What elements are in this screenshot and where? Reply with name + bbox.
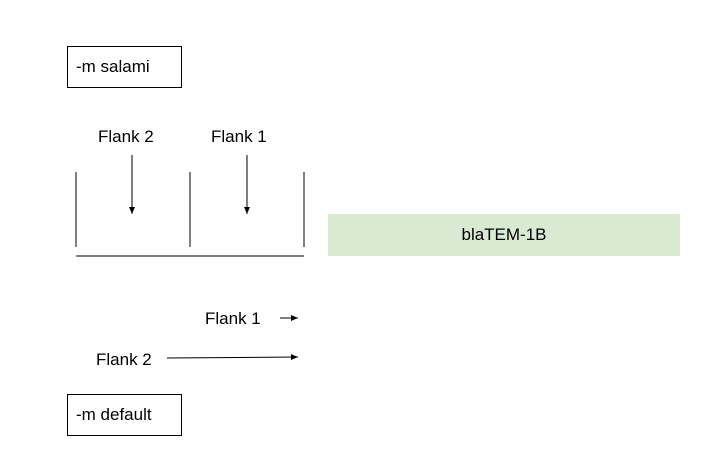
salami-flank1-label: Flank 1 xyxy=(211,127,267,146)
salami-mode-box: -m salami xyxy=(67,46,182,88)
default-flank1-label: Flank 1 xyxy=(205,309,261,328)
gene-name: blaTEM-1B xyxy=(461,225,547,244)
default-mode-box: -m default xyxy=(67,394,182,436)
gene-bar: blaTEM-1B xyxy=(328,214,680,256)
salami-mode-label: -m salami xyxy=(76,57,150,76)
default-flank2-label: Flank 2 xyxy=(96,350,152,369)
default-mode-label: -m default xyxy=(76,405,152,424)
salami-flank2-label: Flank 2 xyxy=(98,127,154,146)
flank2-right-arrow xyxy=(166,354,299,361)
